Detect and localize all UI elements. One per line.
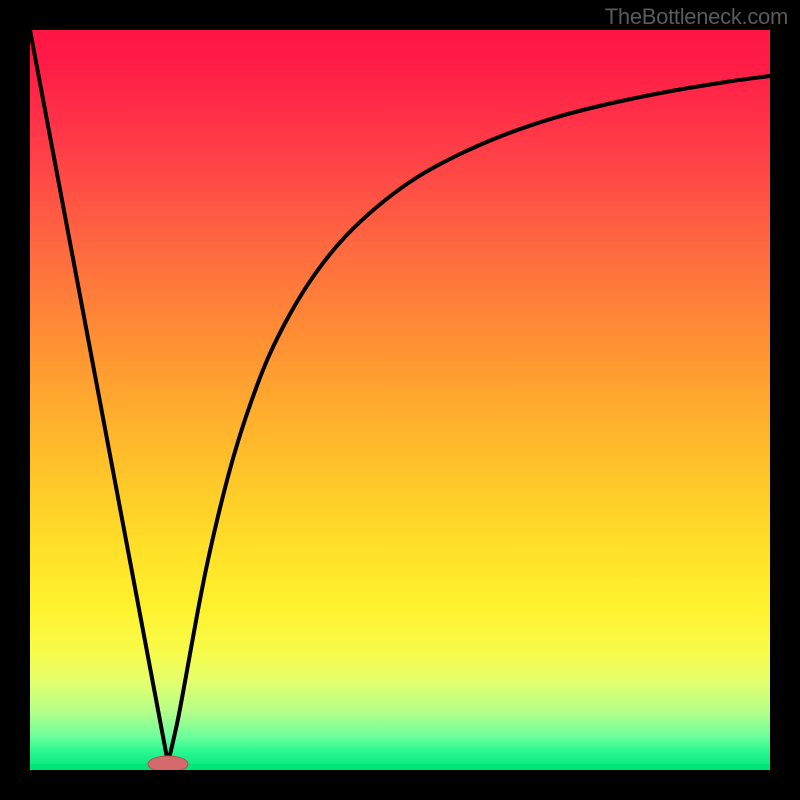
chart-container: TheBottleneck.com [0, 0, 800, 800]
minimum-marker [148, 756, 188, 772]
watermark-text: TheBottleneck.com [605, 4, 788, 30]
bottleneck-chart [0, 0, 800, 800]
bottom-strip [30, 764, 770, 770]
gradient-background [30, 30, 770, 770]
